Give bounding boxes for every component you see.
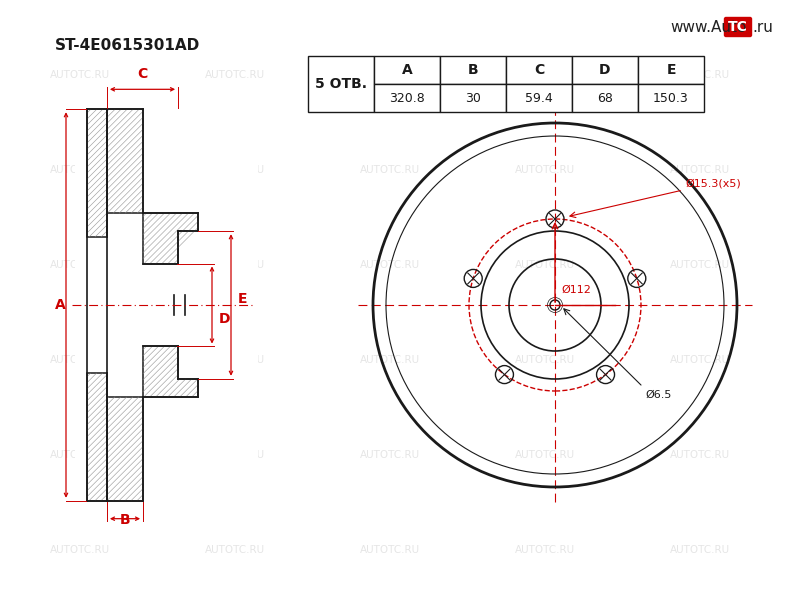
Text: Ø112: Ø112: [561, 285, 591, 295]
Text: 68: 68: [597, 91, 613, 104]
Polygon shape: [87, 373, 107, 500]
Bar: [308, 56, 374, 112]
Text: D: D: [599, 63, 610, 77]
Text: 150.3: 150.3: [653, 91, 689, 104]
Text: E: E: [666, 63, 676, 77]
Text: AUTOTC.RU: AUTOTC.RU: [360, 355, 420, 365]
Text: C: C: [137, 67, 147, 82]
Text: AUTOTC.RU: AUTOTC.RU: [50, 355, 110, 365]
Text: 5 ОТВ.: 5 ОТВ.: [315, 77, 367, 91]
Polygon shape: [143, 346, 198, 397]
Text: AUTOTC.RU: AUTOTC.RU: [515, 355, 575, 365]
FancyBboxPatch shape: [725, 17, 751, 37]
Text: .ru: .ru: [752, 19, 773, 34]
Text: 30: 30: [465, 91, 481, 104]
Text: AUTOTC.RU: AUTOTC.RU: [360, 70, 420, 80]
Text: AUTOTC.RU: AUTOTC.RU: [670, 260, 730, 270]
Text: AUTOTC.RU: AUTOTC.RU: [515, 260, 575, 270]
Text: AUTOTC.RU: AUTOTC.RU: [50, 545, 110, 555]
Text: Ø6.5: Ø6.5: [645, 390, 671, 400]
Text: Ø15.3(x5): Ø15.3(x5): [685, 178, 741, 188]
Text: AUTOTC.RU: AUTOTC.RU: [205, 70, 265, 80]
Polygon shape: [87, 109, 107, 237]
Text: AUTOTC.RU: AUTOTC.RU: [50, 260, 110, 270]
Bar: [572, 84, 638, 112]
Text: B: B: [120, 512, 130, 527]
Bar: [374, 56, 440, 84]
Text: AUTOTC.RU: AUTOTC.RU: [205, 545, 265, 555]
Text: AUTOTC.RU: AUTOTC.RU: [515, 545, 575, 555]
Text: TC: TC: [728, 20, 748, 34]
Text: AUTOTC.RU: AUTOTC.RU: [515, 165, 575, 175]
Text: AUTOTC.RU: AUTOTC.RU: [360, 545, 420, 555]
Text: AUTOTC.RU: AUTOTC.RU: [205, 260, 265, 270]
Text: www.Auto: www.Auto: [670, 19, 746, 34]
Text: AUTOTC.RU: AUTOTC.RU: [670, 545, 730, 555]
Text: A: A: [54, 298, 66, 312]
Text: AUTOTC.RU: AUTOTC.RU: [205, 165, 265, 175]
Text: D: D: [219, 312, 230, 326]
Text: AUTOTC.RU: AUTOTC.RU: [50, 165, 110, 175]
Bar: [572, 56, 638, 84]
Bar: [374, 84, 440, 112]
Text: B: B: [468, 63, 478, 77]
Text: A: A: [402, 63, 412, 77]
Bar: [638, 56, 704, 84]
Text: ST-4E0615301AD: ST-4E0615301AD: [55, 38, 201, 53]
Text: AUTOTC.RU: AUTOTC.RU: [50, 450, 110, 460]
Text: AUTOTC.RU: AUTOTC.RU: [360, 450, 420, 460]
Text: 320.8: 320.8: [389, 91, 425, 104]
Bar: [506, 84, 572, 112]
Text: AUTOTC.RU: AUTOTC.RU: [205, 450, 265, 460]
Polygon shape: [143, 214, 198, 263]
Text: AUTOTC.RU: AUTOTC.RU: [670, 450, 730, 460]
Polygon shape: [107, 397, 143, 500]
Text: AUTOTC.RU: AUTOTC.RU: [515, 70, 575, 80]
Text: AUTOTC.RU: AUTOTC.RU: [670, 165, 730, 175]
Text: AUTOTC.RU: AUTOTC.RU: [360, 260, 420, 270]
Text: AUTOTC.RU: AUTOTC.RU: [50, 70, 110, 80]
Bar: [440, 84, 506, 112]
Text: C: C: [534, 63, 544, 77]
Bar: [440, 56, 506, 84]
Bar: [638, 84, 704, 112]
Text: AUTOTC.RU: AUTOTC.RU: [515, 450, 575, 460]
Text: AUTOTC.RU: AUTOTC.RU: [205, 355, 265, 365]
Bar: [75, 104, 258, 506]
Bar: [506, 56, 572, 84]
Text: 59.4: 59.4: [525, 91, 553, 104]
Text: AUTOTC.RU: AUTOTC.RU: [670, 355, 730, 365]
Polygon shape: [107, 109, 143, 214]
Text: E: E: [238, 292, 247, 306]
Text: AUTOTC.RU: AUTOTC.RU: [360, 165, 420, 175]
Text: AUTOTC.RU: AUTOTC.RU: [670, 70, 730, 80]
